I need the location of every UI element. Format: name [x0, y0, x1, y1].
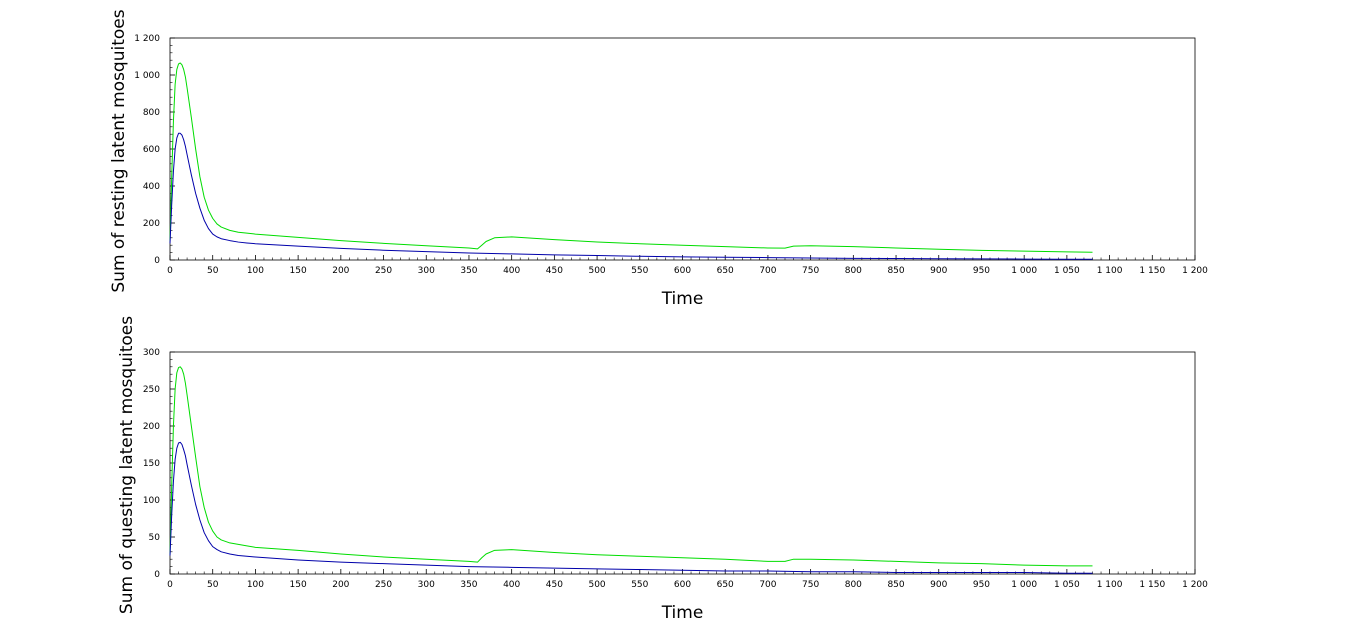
- series-line-0: [169, 62, 1093, 253]
- x-axis-label: Time: [661, 289, 704, 309]
- plot-frame: [169, 37, 1196, 261]
- x-tick-label: 400: [503, 266, 520, 276]
- resting-latent-chart: 0 50 100 150 200 250 300 350 400 450 500 550 600 650 7…: [109, 9, 1208, 309]
- x-tick-label: 350: [460, 266, 477, 276]
- y-tick-label: 200: [143, 422, 160, 432]
- x-tick-label: 100: [247, 266, 264, 276]
- x-tick-label: 750: [802, 266, 819, 276]
- x-tick-label: 800: [845, 266, 862, 276]
- x-tick-label: 200: [332, 580, 349, 590]
- x-tick-label: 650: [717, 580, 734, 590]
- y-tick-label: 0: [154, 256, 160, 266]
- x-tick-label: 200: [332, 266, 349, 276]
- x-tick-label: 400: [503, 580, 520, 590]
- x-tick-label: 0: [167, 266, 173, 276]
- x-tick-label: 600: [674, 266, 691, 276]
- x-tick-label: 700: [759, 580, 776, 590]
- x-tick-label: 900: [930, 266, 947, 276]
- x-tick-label: 1 050: [1054, 266, 1080, 276]
- x-tick-label: 1 150: [1139, 580, 1165, 590]
- x-tick-label: 1 150: [1139, 266, 1165, 276]
- x-tick-label: 500: [588, 266, 605, 276]
- y-tick-label: 800: [143, 108, 160, 118]
- x-tick-label: 300: [418, 580, 435, 590]
- y-tick-label: 1 200: [134, 34, 160, 44]
- x-tick-label: 0: [167, 580, 173, 590]
- y-tick-label: 0: [154, 570, 160, 580]
- x-tick-label: 850: [887, 580, 904, 590]
- questing-latent-chart: 0 50 100 150 200 250 300 350 400 450 500 550 600 650 7…: [117, 316, 1208, 623]
- x-tick-label: 250: [375, 580, 392, 590]
- x-tick-label: 700: [759, 266, 776, 276]
- x-tick-label: 1 100: [1097, 580, 1123, 590]
- x-tick-label: 1 000: [1011, 266, 1037, 276]
- x-tick-label: 150: [290, 266, 307, 276]
- x-tick-label: 250: [375, 266, 392, 276]
- x-tick-label: 550: [631, 266, 648, 276]
- x-tick-label: 50: [207, 266, 219, 276]
- x-tick-label: 900: [930, 580, 947, 590]
- x-tick-label: 950: [973, 580, 990, 590]
- y-tick-label: 150: [143, 459, 160, 469]
- x-tick-label: 150: [290, 580, 307, 590]
- x-tick-label: 800: [845, 580, 862, 590]
- y-axis-label: Sum of resting latent mosquitoes: [109, 9, 129, 292]
- y-tick-label: 50: [149, 533, 161, 543]
- series-line-1: [169, 132, 1093, 260]
- x-tick-label: 1 050: [1054, 580, 1080, 590]
- y-tick-label: 200: [143, 219, 160, 229]
- x-tick-label: 550: [631, 580, 648, 590]
- x-tick-label: 950: [973, 266, 990, 276]
- x-tick-label: 1 200: [1182, 266, 1208, 276]
- y-tick-label: 400: [143, 182, 160, 192]
- series-line-0: [169, 366, 1093, 567]
- x-tick-label: 600: [674, 580, 691, 590]
- x-tick-label: 50: [207, 580, 219, 590]
- y-tick-label: 1 000: [134, 71, 160, 81]
- y-axis-label: Sum of questing latent mosquitoes: [117, 316, 137, 614]
- x-tick-label: 1 100: [1097, 266, 1123, 276]
- x-tick-label: 500: [588, 580, 605, 590]
- x-tick-label: 100: [247, 580, 264, 590]
- series-line-1: [169, 441, 1093, 574]
- x-tick-label: 850: [887, 266, 904, 276]
- x-tick-label: 350: [460, 580, 477, 590]
- x-axis-label: Time: [661, 603, 704, 623]
- y-tick-label: 250: [143, 385, 160, 395]
- y-tick-label: 600: [143, 145, 160, 155]
- plot-frame: [169, 351, 1196, 575]
- x-tick-label: 1 000: [1011, 580, 1037, 590]
- x-tick-label: 450: [546, 580, 563, 590]
- x-tick-label: 1 200: [1182, 580, 1208, 590]
- x-tick-label: 650: [717, 266, 734, 276]
- x-tick-label: 300: [418, 266, 435, 276]
- y-tick-label: 300: [143, 348, 160, 358]
- y-tick-label: 100: [143, 496, 160, 506]
- x-tick-label: 450: [546, 266, 563, 276]
- x-tick-label: 750: [802, 580, 819, 590]
